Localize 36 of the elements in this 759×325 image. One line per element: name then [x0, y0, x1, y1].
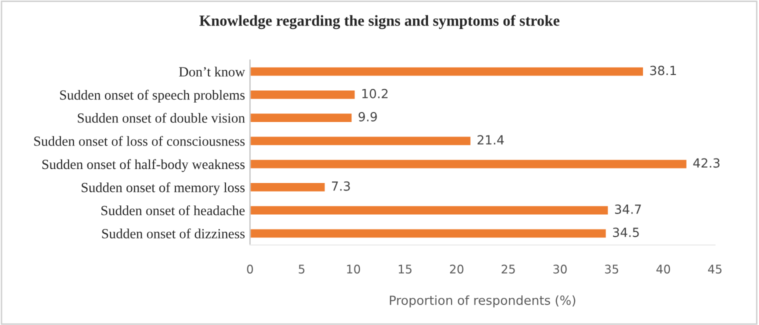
y-tick-label: Sudden onset of half-body weakness [42, 159, 245, 172]
y-tick-label: Sudden onset of dizziness [102, 228, 245, 238]
data-label: 38.1 [650, 66, 676, 76]
y-tick-label: Sudden onset of headache [101, 205, 245, 216]
x-tick-label: 0 [247, 264, 253, 274]
data-label: 34.5 [613, 228, 639, 238]
bar [250, 135, 472, 146]
x-tick-label: 35 [605, 264, 618, 274]
bar [250, 89, 356, 100]
x-tick-label: 10 [347, 264, 360, 274]
x-tick-label: 45 [708, 264, 722, 274]
bar [250, 66, 644, 78]
bar [250, 182, 326, 193]
bar [250, 204, 610, 216]
x-tick-label: 30 [553, 264, 567, 274]
chart-title: Knowledge regarding the signs and symptoms of stroke [199, 14, 560, 30]
data-label: 9.9 [358, 112, 377, 122]
x-tick-label: 20 [450, 264, 464, 274]
bar [250, 158, 688, 170]
bar [250, 112, 353, 124]
data-label: 42.3 [693, 158, 720, 168]
x-axis-title: Proportion of respondents (%) [390, 295, 576, 308]
bar [250, 228, 608, 239]
y-tick-label: Sudden onset of loss of consciousness [34, 136, 245, 146]
y-tick-label: Don’t know [179, 66, 246, 77]
data-label: 10.2 [362, 88, 388, 98]
data-label: 34.7 [615, 204, 641, 214]
data-label: 7.3 [332, 181, 350, 191]
y-tick-label: Sudden onset of speech problems [60, 90, 245, 103]
x-tick-label: 15 [398, 264, 412, 274]
x-tick-label: 5 [298, 264, 304, 274]
y-tick-label: Sudden onset of memory loss [82, 182, 245, 196]
x-tick-label: 25 [502, 264, 515, 274]
data-label: 21.4 [478, 135, 504, 144]
x-tick-label: 40 [656, 264, 670, 274]
y-tick-label: Sudden onset of double vision [78, 112, 245, 123]
